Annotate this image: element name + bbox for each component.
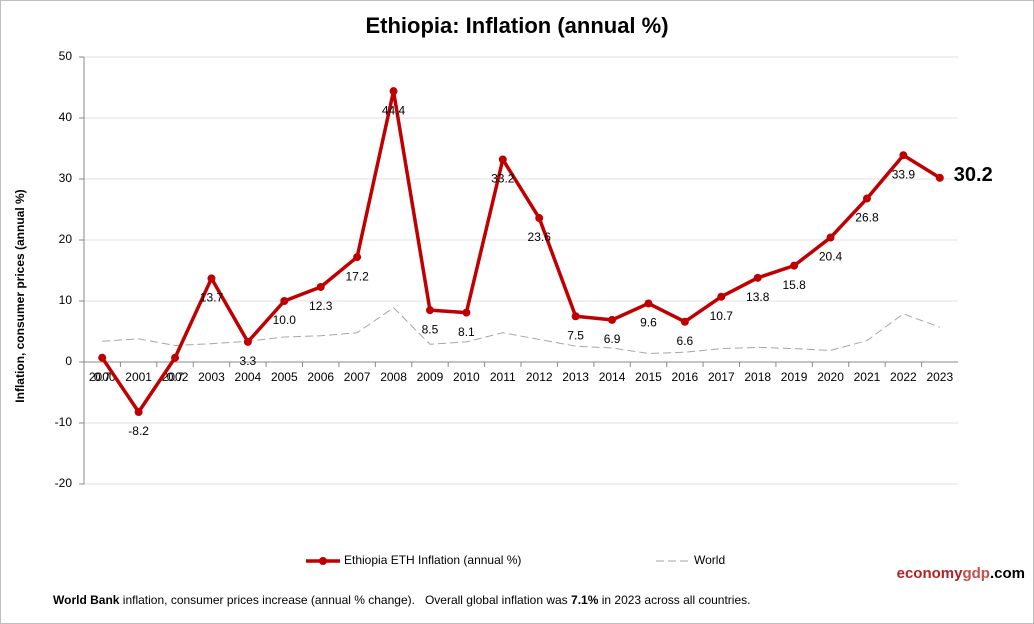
x-tick-label: 2002 — [162, 370, 189, 384]
legend-label: World — [694, 553, 725, 567]
x-tick-label: 2005 — [271, 370, 298, 384]
data-label: 12.3 — [309, 299, 333, 313]
data-label: 13.7 — [200, 291, 224, 305]
x-tick-label: 2004 — [235, 370, 262, 384]
legend-label: Ethiopia ETH Inflation (annual %) — [344, 553, 521, 567]
x-tick-label: 2011 — [490, 370, 516, 384]
data-point — [717, 292, 726, 301]
y-tick-label: 30 — [59, 171, 73, 185]
x-tick-label: 2023 — [926, 370, 953, 384]
x-tick-label: 2018 — [744, 370, 771, 384]
data-label: -8.2 — [128, 424, 149, 438]
data-point — [353, 253, 362, 262]
data-label: 20.4 — [819, 250, 843, 264]
x-tick-label: 2007 — [344, 370, 371, 384]
x-tick-label: 2016 — [672, 370, 699, 384]
x-tick-label: 2017 — [708, 370, 735, 384]
x-tick-label: 2019 — [781, 370, 808, 384]
data-label: 6.6 — [677, 334, 694, 348]
x-tick-label: 2010 — [453, 370, 480, 384]
x-tick-label: 2021 — [854, 370, 881, 384]
data-label: 7.5 — [567, 328, 584, 342]
data-point — [280, 297, 289, 305]
data-label: 0.7 — [167, 370, 184, 384]
data-point — [862, 194, 871, 203]
data-label: 8.1 — [458, 325, 475, 339]
y-tick-label: 0 — [65, 354, 72, 368]
y-tick-label: 40 — [59, 110, 73, 124]
x-tick-label: 2022 — [890, 370, 917, 384]
data-label: 44.4 — [382, 103, 406, 117]
brand: economygdp.com — [897, 565, 1025, 582]
data-label: 0.7 — [94, 370, 111, 384]
x-tick-label: 2006 — [307, 370, 334, 384]
brand-part: gdp — [962, 565, 990, 582]
data-point — [498, 155, 507, 164]
footer-text: inflation, consumer prices increase (ann… — [119, 593, 572, 607]
y-axis-label: Inflation, consumer prices (annual %) — [13, 189, 27, 402]
data-label: 10.0 — [273, 313, 297, 327]
x-tick-label: 2015 — [635, 370, 662, 384]
x-tick-label: 2003 — [198, 370, 225, 384]
data-point — [316, 282, 325, 291]
data-label: 13.8 — [746, 290, 770, 304]
data-point — [790, 261, 799, 270]
data-point — [171, 353, 180, 362]
legend-marker — [319, 557, 327, 565]
footer-source: World Bank — [53, 593, 120, 607]
x-tick-label: 2012 — [526, 370, 553, 384]
data-point — [935, 173, 944, 182]
brand-part: economy — [896, 565, 963, 582]
data-label: 8.5 — [422, 322, 439, 336]
data-label: 26.8 — [855, 211, 879, 225]
brand-part: .com — [989, 565, 1025, 582]
data-point — [826, 233, 835, 242]
data-point — [243, 337, 252, 346]
footer: World Bank inflation, consumer prices in… — [53, 593, 750, 607]
data-point — [644, 299, 653, 308]
data-label: 30.2 — [954, 164, 993, 186]
data-point — [389, 87, 398, 96]
x-tick-label: 2008 — [380, 370, 407, 384]
data-point — [425, 306, 434, 315]
data-label: 10.7 — [710, 309, 734, 323]
data-label: 15.8 — [782, 278, 806, 292]
data-point — [462, 308, 471, 317]
footer-highlight: 7.1% — [571, 593, 599, 607]
data-label: 9.6 — [640, 316, 657, 330]
data-point — [571, 312, 580, 321]
y-tick-label: 50 — [59, 49, 73, 63]
x-tick-label: 2013 — [562, 370, 589, 384]
data-point — [899, 151, 908, 160]
y-tick-label: -10 — [55, 415, 73, 429]
world-line — [102, 307, 940, 354]
data-label: 3.3 — [240, 354, 257, 368]
x-tick-label: 2020 — [817, 370, 844, 384]
x-tick-label: 2000 — [89, 370, 116, 384]
data-point — [207, 274, 216, 283]
data-point — [134, 408, 143, 417]
data-label: 17.2 — [345, 269, 369, 283]
data-label: 23.6 — [528, 230, 552, 244]
series-line — [100, 89, 941, 414]
data-point — [753, 273, 762, 282]
data-label: 6.9 — [604, 332, 621, 346]
x-tick-label: 2014 — [599, 370, 626, 384]
footer-text-end: in 2023 across all countries. — [598, 593, 751, 607]
data-point — [98, 353, 107, 362]
y-tick-label: 20 — [59, 232, 73, 246]
chart-title: Ethiopia: Inflation (annual %) — [365, 13, 668, 38]
data-point — [608, 315, 617, 324]
y-tick-label: -20 — [55, 476, 73, 490]
x-tick-label: 2009 — [417, 370, 444, 384]
data-point — [535, 214, 544, 223]
x-tick-label: 2001 — [125, 370, 152, 384]
data-label: 33.2 — [491, 172, 515, 186]
data-point — [680, 317, 689, 326]
y-tick-label: 10 — [59, 293, 73, 307]
data-label: 33.9 — [892, 167, 916, 181]
